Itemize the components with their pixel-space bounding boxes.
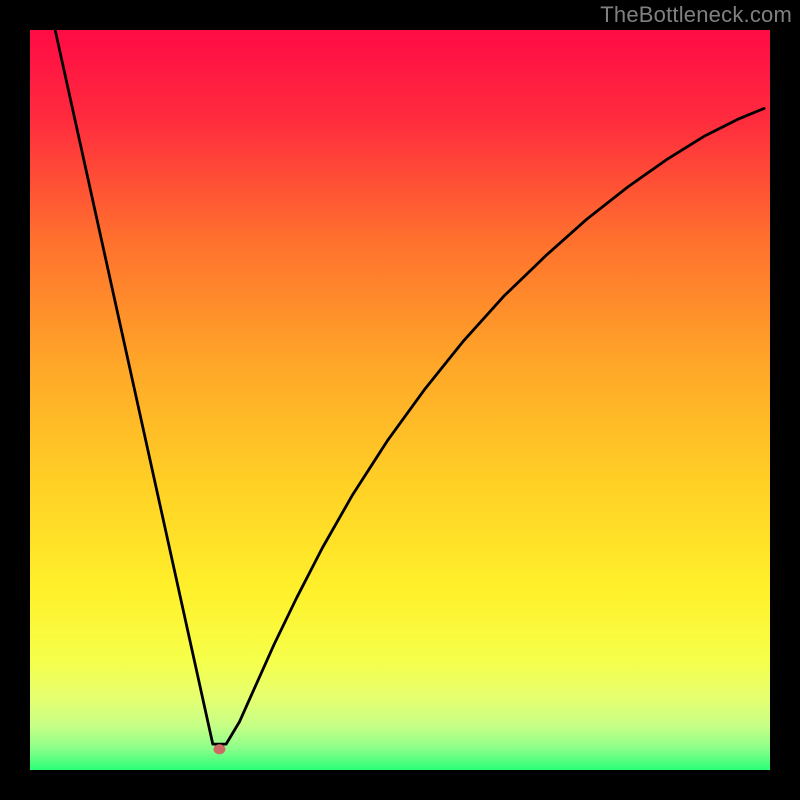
bottleneck-chart [0,0,800,800]
plot-background [30,30,770,770]
chart-container: TheBottleneck.com [0,0,800,800]
watermark-text: TheBottleneck.com [600,2,792,28]
curve-minimum-marker [213,744,225,754]
